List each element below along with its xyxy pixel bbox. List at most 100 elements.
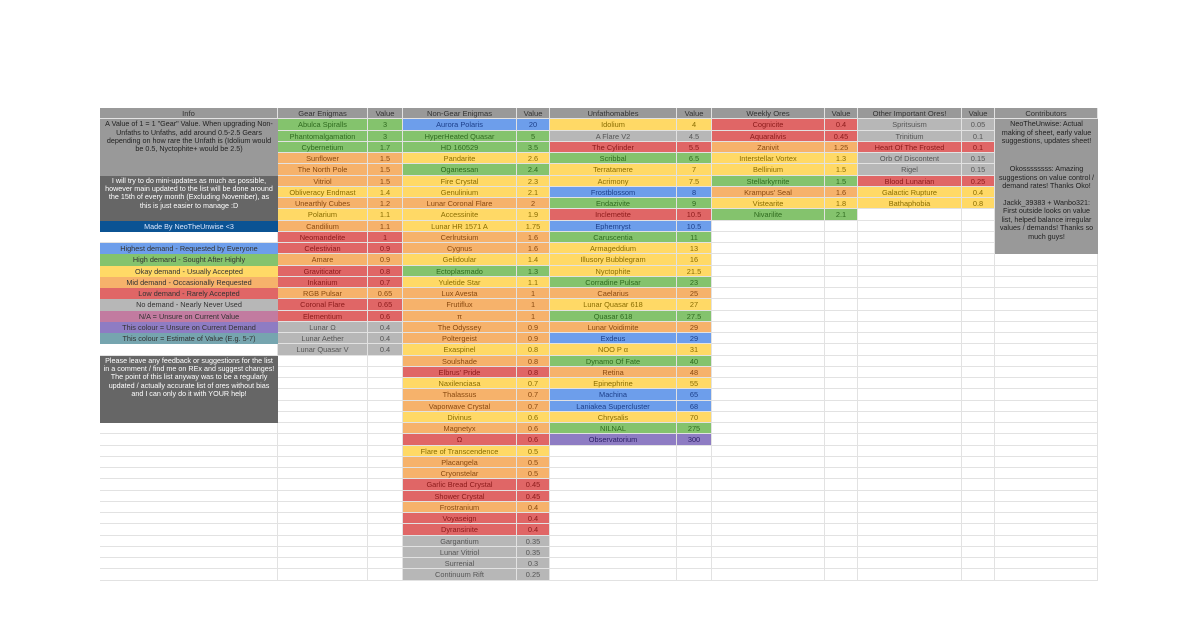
gear-value-cell[interactable]	[368, 400, 403, 412]
weekly-value-cell[interactable]	[825, 569, 858, 581]
other-value-cell[interactable]	[962, 546, 995, 558]
empty-cell[interactable]	[995, 535, 1098, 547]
gear-cell[interactable]	[278, 524, 368, 536]
weekly-value-cell[interactable]	[825, 321, 858, 333]
other-value-cell[interactable]	[962, 265, 995, 277]
gear-value-cell[interactable]: 1.4	[368, 186, 403, 198]
nongear-cell[interactable]: Cygnus	[403, 243, 517, 255]
empty-cell[interactable]	[995, 479, 1098, 491]
empty-cell[interactable]	[995, 254, 1098, 266]
gear-value-cell[interactable]: 1.5	[368, 164, 403, 176]
empty-cell[interactable]	[995, 389, 1098, 401]
unfath-value-cell[interactable]	[677, 569, 712, 581]
other-cell[interactable]	[858, 299, 962, 311]
unfath-value-cell[interactable]: 16	[677, 254, 712, 266]
other-cell[interactable]	[858, 254, 962, 266]
nongear-cell[interactable]: Fire Crystal	[403, 175, 517, 187]
other-cell[interactable]	[858, 209, 962, 221]
nongear-cell[interactable]: Gelidoular	[403, 254, 517, 266]
gear-cell[interactable]: Unearthly Cubes	[278, 198, 368, 210]
gear-value-cell[interactable]	[368, 468, 403, 480]
unfath-cell[interactable]: Quasar 618	[550, 310, 677, 322]
other-cell[interactable]	[858, 400, 962, 412]
unfath-cell[interactable]	[550, 456, 677, 468]
gear-value-cell[interactable]: 0.4	[368, 321, 403, 333]
unfath-value-cell[interactable]: 29	[677, 333, 712, 345]
gear-cell[interactable]: Phantomalgamation	[278, 130, 368, 142]
other-cell[interactable]	[858, 456, 962, 468]
nongear-value-cell[interactable]: 20	[517, 119, 550, 131]
nongear-cell[interactable]: Yuletide Star	[403, 276, 517, 288]
other-value-cell[interactable]: 0.1	[962, 130, 995, 142]
weekly-cell[interactable]	[712, 389, 825, 401]
gear-cell[interactable]	[278, 535, 368, 547]
unfath-value-cell[interactable]: 8	[677, 186, 712, 198]
weekly-cell[interactable]	[712, 434, 825, 446]
unfath-cell[interactable]: Terratamere	[550, 164, 677, 176]
other-value-cell[interactable]	[962, 299, 995, 311]
unfath-cell[interactable]: NILNAL	[550, 423, 677, 435]
nongear-cell[interactable]: Accessinite	[403, 209, 517, 221]
gear-cell[interactable]	[278, 423, 368, 435]
unfath-value-cell[interactable]: 4.5	[677, 130, 712, 142]
weekly-cell[interactable]	[712, 546, 825, 558]
empty-cell[interactable]	[995, 265, 1098, 277]
other-cell[interactable]	[858, 344, 962, 356]
gear-value-cell[interactable]: 0.65	[368, 299, 403, 311]
weekly-value-cell[interactable]	[825, 265, 858, 277]
nongear-cell[interactable]: Pandarite	[403, 153, 517, 165]
weekly-value-cell[interactable]	[825, 389, 858, 401]
nongear-cell[interactable]: Flare of Transcendence	[403, 445, 517, 457]
weekly-cell[interactable]	[712, 276, 825, 288]
unfath-cell[interactable]	[550, 501, 677, 513]
empty-cell[interactable]	[995, 546, 1098, 558]
other-cell[interactable]	[858, 243, 962, 255]
empty-cell[interactable]	[995, 434, 1098, 446]
nongear-value-cell[interactable]: 5	[517, 130, 550, 142]
weekly-value-cell[interactable]	[825, 299, 858, 311]
unfath-cell[interactable]: Endazivite	[550, 198, 677, 210]
weekly-cell[interactable]	[712, 288, 825, 300]
nongear-cell[interactable]: Oganessan	[403, 164, 517, 176]
unfath-value-cell[interactable]	[677, 468, 712, 480]
weekly-value-cell[interactable]	[825, 411, 858, 423]
gear-value-cell[interactable]	[368, 456, 403, 468]
unfath-value-cell[interactable]: 275	[677, 423, 712, 435]
gear-cell[interactable]	[278, 366, 368, 378]
weekly-value-cell[interactable]	[825, 231, 858, 243]
weekly-cell[interactable]	[712, 265, 825, 277]
unfath-cell[interactable]	[550, 569, 677, 581]
other-cell[interactable]	[858, 389, 962, 401]
nongear-cell[interactable]: Continuum Rift	[403, 569, 517, 581]
weekly-cell[interactable]	[712, 479, 825, 491]
empty-cell[interactable]	[995, 276, 1098, 288]
nongear-cell[interactable]: Lunar HR 1571 A	[403, 220, 517, 232]
gear-value-cell[interactable]: 1.5	[368, 153, 403, 165]
nongear-cell[interactable]: Vaporwave Crystal	[403, 400, 517, 412]
nongear-cell[interactable]: HyperHeated Quasar	[403, 130, 517, 142]
other-value-cell[interactable]: 0.1	[962, 141, 995, 153]
nongear-cell[interactable]: Elbrus' Pride	[403, 366, 517, 378]
unfath-value-cell[interactable]: 25	[677, 288, 712, 300]
unfath-cell[interactable]: Retina	[550, 366, 677, 378]
nongear-value-cell[interactable]: 1	[517, 288, 550, 300]
unfath-cell[interactable]	[550, 490, 677, 502]
gear-value-cell[interactable]: 0.6	[368, 310, 403, 322]
nongear-cell[interactable]: Ω	[403, 434, 517, 446]
empty-cell[interactable]	[995, 468, 1098, 480]
gear-value-cell[interactable]	[368, 479, 403, 491]
gear-cell[interactable]: Inkanium	[278, 276, 368, 288]
empty-cell[interactable]	[995, 344, 1098, 356]
nongear-value-cell[interactable]: 0.9	[517, 321, 550, 333]
other-value-cell[interactable]	[962, 389, 995, 401]
other-cell[interactable]	[858, 355, 962, 367]
unfath-cell[interactable]	[550, 468, 677, 480]
weekly-cell[interactable]: Aquaralivis	[712, 130, 825, 142]
gear-value-cell[interactable]: 0.9	[368, 243, 403, 255]
nongear-value-cell[interactable]: 0.5	[517, 468, 550, 480]
gear-value-cell[interactable]: 3	[368, 119, 403, 131]
other-value-cell[interactable]	[962, 411, 995, 423]
nongear-value-cell[interactable]: 1	[517, 299, 550, 311]
unfath-value-cell[interactable]: 29	[677, 321, 712, 333]
other-value-cell[interactable]: 0.8	[962, 198, 995, 210]
